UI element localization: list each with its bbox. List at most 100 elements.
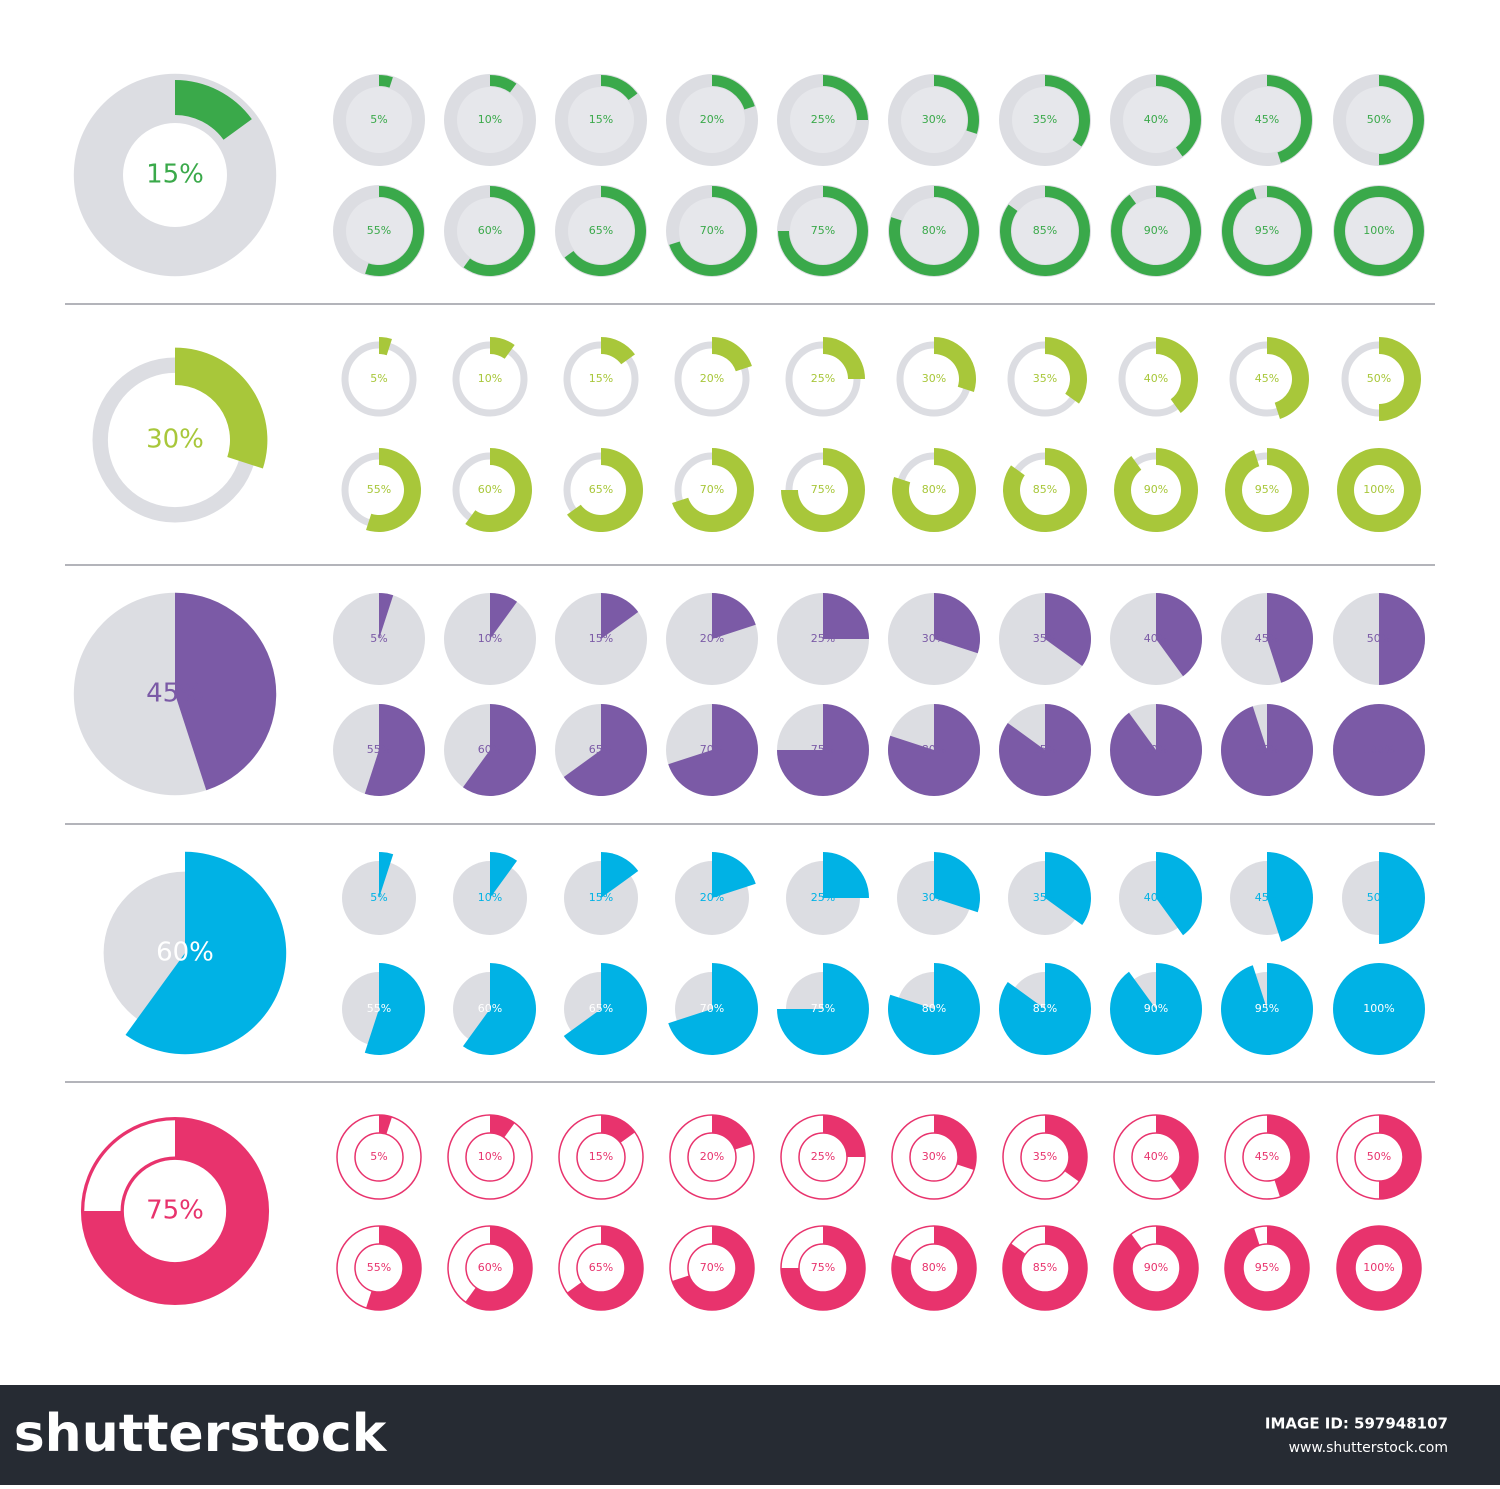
- inner: [1234, 198, 1300, 264]
- value-label: 25%: [811, 1150, 835, 1163]
- wedge: [777, 963, 869, 1055]
- wedge: [1267, 337, 1309, 419]
- wedge: [175, 592, 277, 791]
- wedge: [490, 852, 518, 898]
- wedge: [1337, 1226, 1421, 1310]
- wedge: [672, 447, 754, 532]
- wedge: [712, 593, 756, 639]
- value-label: 55%: [367, 743, 391, 756]
- wedge: [1333, 963, 1425, 1055]
- inner: [346, 198, 412, 264]
- value-label: 70%: [700, 1002, 724, 1015]
- wedge: [1045, 337, 1088, 404]
- inner: [346, 87, 412, 153]
- wedge: [1267, 593, 1313, 683]
- inner: [1234, 87, 1300, 153]
- value-label: 100%: [1363, 1002, 1394, 1015]
- wedge: [1267, 75, 1312, 163]
- inner: [457, 87, 523, 153]
- wedge: [888, 704, 980, 796]
- wedge: [1156, 336, 1199, 413]
- wedge: [781, 1226, 865, 1310]
- wedge: [364, 963, 425, 1055]
- value-label: 70%: [700, 224, 724, 237]
- wedge: [563, 963, 648, 1055]
- wedge: [175, 80, 252, 140]
- wedge: [1379, 75, 1424, 165]
- wedge: [1045, 593, 1091, 667]
- wedge: [490, 1115, 515, 1138]
- wedge: [891, 1226, 977, 1311]
- value-label: 90%: [1144, 1261, 1168, 1274]
- wedge: [823, 593, 869, 639]
- featured-label: 75%: [146, 1196, 204, 1226]
- value-label: 70%: [700, 743, 724, 756]
- value-label: 40%: [1144, 372, 1168, 385]
- wedge: [1113, 1226, 1198, 1311]
- wedge: [1045, 852, 1091, 926]
- wedge: [934, 337, 977, 392]
- value-label: 45%: [1255, 1150, 1279, 1163]
- wedge: [1110, 963, 1202, 1056]
- value-label: 95%: [1255, 483, 1279, 496]
- value-label: 55%: [367, 1261, 391, 1274]
- value-label: 35%: [1033, 113, 1057, 126]
- wedge: [379, 593, 394, 639]
- value-label: 100%: [1363, 743, 1394, 756]
- wedge: [462, 963, 537, 1055]
- value-label: 65%: [589, 743, 613, 756]
- value-label: 90%: [1144, 743, 1168, 756]
- wedge: [712, 337, 752, 372]
- wedge: [823, 337, 865, 379]
- value-label: 10%: [478, 891, 502, 904]
- value-label: 95%: [1255, 1261, 1279, 1274]
- value-label: 10%: [478, 1150, 502, 1163]
- inner: [1346, 87, 1412, 153]
- wedge: [366, 1226, 422, 1310]
- featured-label: 30%: [146, 425, 204, 455]
- value-label: 15%: [589, 632, 613, 645]
- value-label: 80%: [922, 1261, 946, 1274]
- wedge: [1267, 1115, 1309, 1197]
- value-label: 20%: [700, 113, 724, 126]
- value-label: 60%: [478, 1261, 502, 1274]
- value-label: 65%: [589, 224, 613, 237]
- wedge: [601, 852, 639, 898]
- wedge: [379, 337, 392, 356]
- value-label: 95%: [1255, 743, 1279, 756]
- value-label: 5%: [370, 632, 387, 645]
- inner: [1346, 198, 1412, 264]
- value-label: 45%: [1255, 372, 1279, 385]
- wedge: [1379, 337, 1421, 421]
- wedge: [1110, 704, 1202, 796]
- wedge: [712, 852, 756, 898]
- value-label: 25%: [811, 113, 835, 126]
- wedge: [1003, 1226, 1087, 1310]
- wedge: [1267, 852, 1313, 942]
- wedge: [888, 963, 980, 1056]
- wedge: [125, 851, 287, 1055]
- inner: [568, 198, 634, 264]
- value-label: 45%: [1255, 632, 1279, 645]
- inner: [123, 123, 227, 227]
- value-label: 5%: [370, 1150, 387, 1163]
- wedge: [1156, 75, 1201, 157]
- inner: [790, 87, 856, 153]
- wedge: [999, 963, 1091, 1055]
- wedge: [1224, 448, 1309, 533]
- value-label: 60%: [478, 224, 502, 237]
- wedge: [998, 704, 1092, 797]
- inner: [1123, 87, 1189, 153]
- wedge: [1220, 963, 1313, 1055]
- wedge: [463, 186, 535, 276]
- value-label: 75%: [811, 483, 835, 496]
- value-label: 10%: [478, 632, 502, 645]
- wedge: [1379, 1115, 1421, 1199]
- footer-logo: shutterstock: [14, 1404, 388, 1464]
- wedge: [490, 75, 517, 93]
- value-label: 65%: [589, 1002, 613, 1015]
- wedge: [823, 75, 868, 120]
- wedge: [379, 1115, 392, 1135]
- footer-url: www.shutterstock.com: [1289, 1440, 1448, 1456]
- value-label: 40%: [1144, 891, 1168, 904]
